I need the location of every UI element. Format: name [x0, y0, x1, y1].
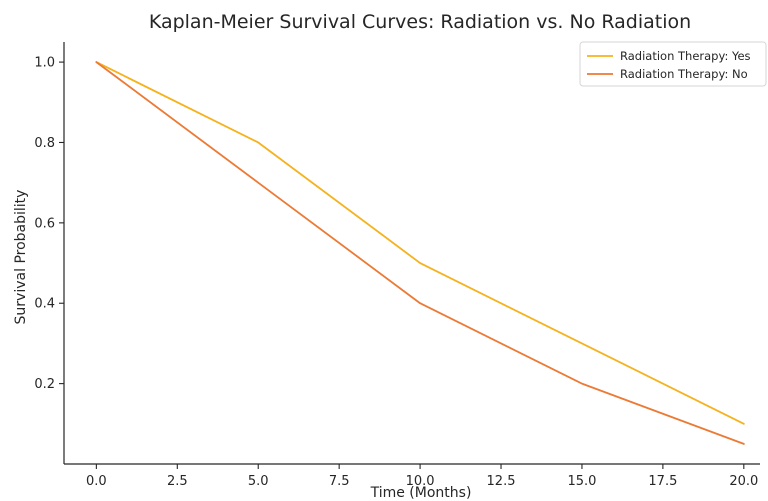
legend: Radiation Therapy: Yes Radiation Therapy:…: [579, 41, 767, 87]
x-tick-label: 10.0: [406, 474, 435, 489]
legend-label: Radiation Therapy: Yes: [620, 49, 751, 63]
y-tick-label: 1.0: [34, 56, 55, 71]
x-tick-label: 15.0: [567, 474, 596, 489]
x-tick-label: 20.0: [729, 474, 758, 489]
chart-title: Kaplan-Meier Survival Curves: Radiation …: [149, 11, 691, 33]
y-tick-label: 0.4: [34, 297, 55, 312]
y-tick-label: 0.2: [34, 377, 55, 392]
x-tick-label: 0.0: [86, 474, 107, 489]
x-tick-label: 2.5: [167, 474, 188, 489]
x-axis-label: Time (Months): [370, 485, 472, 501]
legend-box: [579, 41, 767, 87]
series-line-radiation-no: [95, 61, 745, 445]
y-axis-ticks: 0.2 0.4 0.6 0.8 1.0: [34, 56, 64, 392]
x-tick-label: 5.0: [248, 474, 269, 489]
x-tick-label: 17.5: [648, 474, 677, 489]
x-tick-label: 7.5: [329, 474, 350, 489]
series-line-radiation-yes: [95, 61, 745, 425]
series-lines: [95, 61, 745, 445]
y-axis-label: Survival Probability: [13, 190, 29, 325]
y-tick-label: 0.8: [34, 136, 55, 151]
x-axis-ticks: 0.0 2.5 5.0 7.5 10.0 12.5 15.0 17.5 20.0: [86, 464, 758, 489]
y-tick-label: 0.6: [34, 216, 55, 231]
x-tick-label: 12.5: [487, 474, 516, 489]
axes: [63, 42, 760, 465]
legend-label: Radiation Therapy: No: [620, 67, 748, 81]
